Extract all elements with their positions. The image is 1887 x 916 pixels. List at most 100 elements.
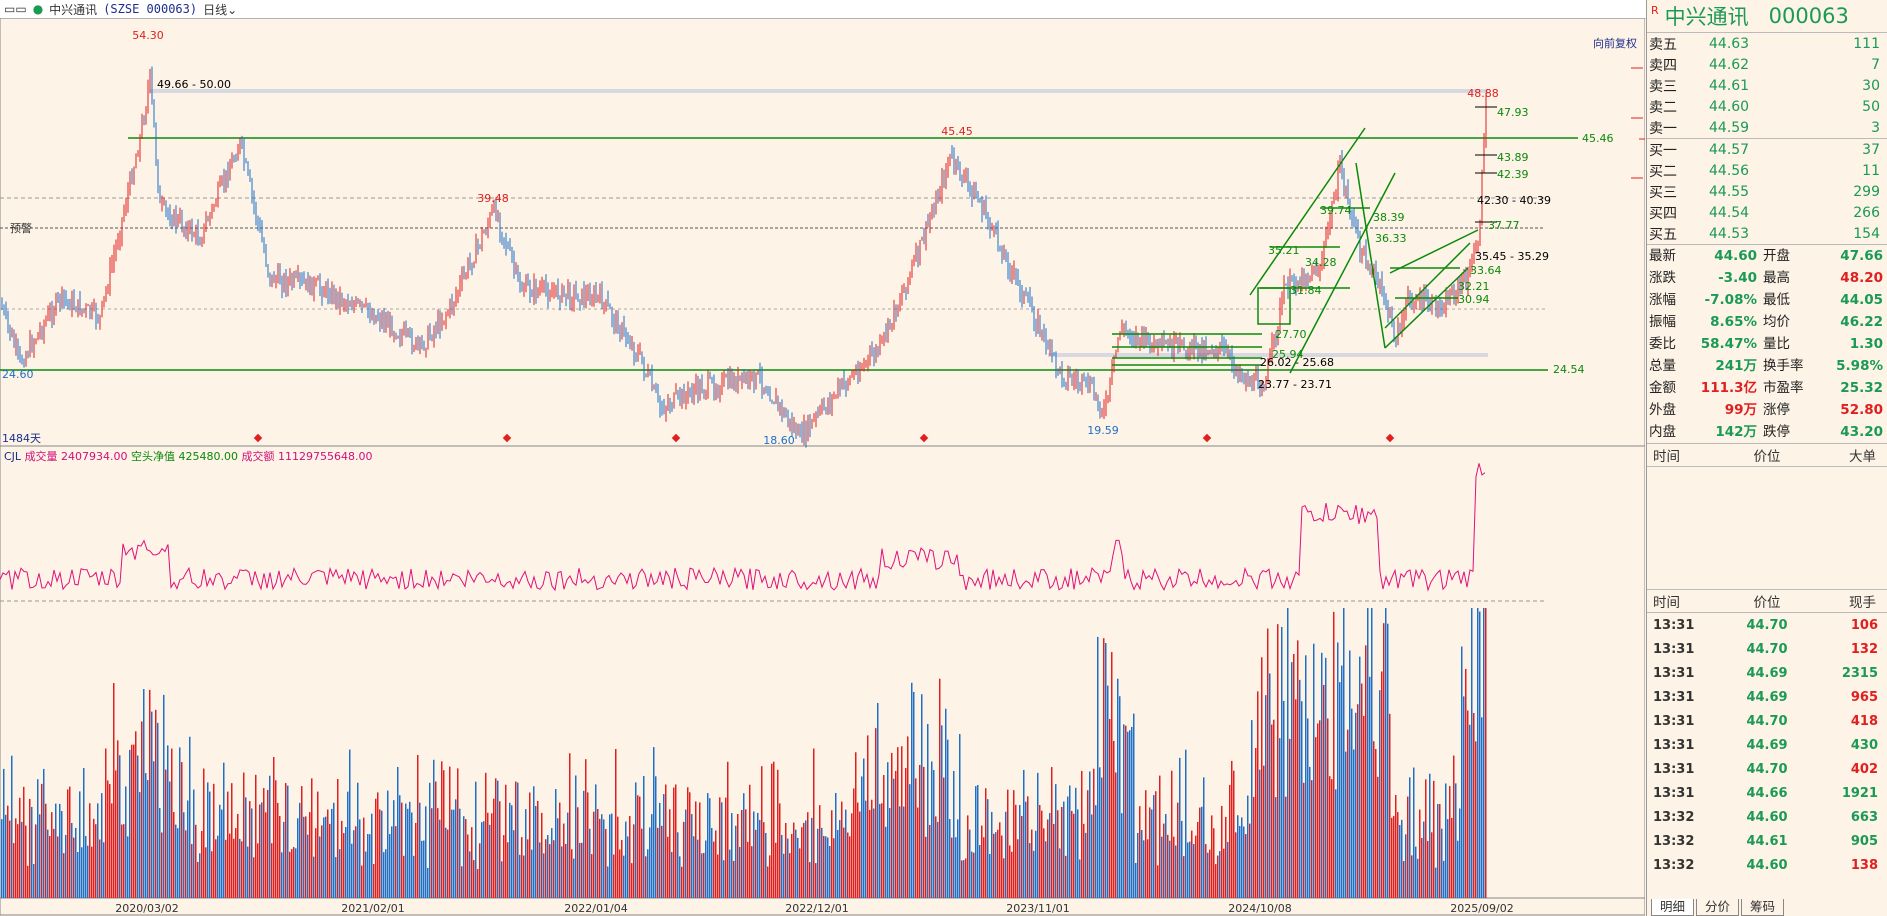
volume-bar — [1179, 757, 1181, 898]
volume-bar — [829, 846, 831, 898]
order-level[interactable]: 卖四 44.62 7 — [1647, 54, 1887, 75]
volume-bar — [81, 847, 83, 898]
volume-bar — [1465, 668, 1467, 898]
restore-button[interactable]: 向前复权 — [1593, 36, 1637, 50]
stat-value: 111.3亿 — [1700, 380, 1757, 396]
price-label: 24.54 — [1553, 363, 1585, 376]
tab-0[interactable]: 明细 — [1651, 899, 1695, 916]
kline-chart[interactable]: 预警 54.30 49.66 - 50.00 45.45 45.46 39.48 24.60… — [0, 18, 1645, 916]
volume-bar — [855, 752, 857, 898]
volume-bar — [797, 837, 799, 898]
volume-bar — [1453, 755, 1455, 898]
volume-bar — [891, 752, 893, 898]
order-level[interactable]: 卖三 44.61 30 — [1647, 75, 1887, 96]
volume-bar — [47, 829, 49, 898]
volume-bar — [215, 839, 217, 898]
period-select[interactable]: 日线⌄ — [203, 2, 238, 17]
volume-bar — [175, 824, 177, 898]
volume-bar — [1301, 701, 1303, 898]
volume-bar — [621, 839, 623, 898]
volume-bar — [343, 833, 345, 898]
detail-tabs[interactable]: 明细 分价 筹码 — [1651, 899, 1785, 916]
price-label: 48.88 — [1467, 87, 1499, 100]
volume-bar — [1289, 738, 1291, 898]
volume-bar — [843, 827, 845, 898]
order-level[interactable]: 卖二 44.60 50 — [1647, 96, 1887, 117]
volume-bar — [447, 829, 449, 898]
chart-border — [0, 18, 1645, 916]
volume-bar — [493, 798, 495, 898]
volume-bar — [541, 812, 543, 898]
volume-bar — [87, 845, 89, 898]
order-level[interactable]: 买二 44.56 11 — [1647, 160, 1887, 181]
volume-bar — [811, 817, 813, 898]
volume-bar — [1345, 751, 1347, 898]
volume-bar — [1187, 842, 1189, 898]
volume-bar — [483, 821, 485, 898]
support-band — [1048, 353, 1488, 357]
volume-bar — [1467, 710, 1469, 898]
volume-bar — [1057, 810, 1059, 898]
volume-bar — [831, 810, 833, 898]
volume-bar — [53, 828, 55, 898]
volume-bar — [151, 711, 153, 898]
order-level[interactable]: 买一 44.57 37 — [1647, 139, 1887, 160]
price-label: 39.48 — [477, 192, 509, 205]
volume-bar — [737, 814, 739, 898]
date-label: 2021/02/01 — [341, 902, 404, 915]
volume-bar — [1353, 749, 1355, 898]
order-level[interactable]: 买三 44.55 299 — [1647, 181, 1887, 202]
volume-bar — [625, 821, 627, 898]
stat-value: 52.80 — [1840, 402, 1883, 418]
order-level[interactable]: 买四 44.54 266 — [1647, 202, 1887, 223]
volume-bar — [241, 841, 243, 898]
volume-bar — [907, 736, 909, 898]
ask-levels: 卖五 44.63 111 卖四 44.62 7 卖三 44.61 30 卖二 44.60 50 卖一 44… — [1647, 33, 1887, 139]
quote-stock-name: 中兴通讯 — [1664, 5, 1749, 29]
volume-bar — [99, 839, 101, 898]
volume-bar — [705, 840, 707, 898]
level-volume: 111 — [1853, 35, 1880, 52]
volume-bar — [623, 855, 625, 898]
volume-bar — [477, 869, 479, 898]
trend-line — [1249, 127, 1366, 296]
volume-bar — [1379, 690, 1381, 898]
volume-bar — [1053, 823, 1055, 898]
tab-1[interactable]: 分价 — [1696, 899, 1740, 916]
volume-bar — [871, 799, 873, 898]
volume-bar — [1457, 840, 1459, 898]
level-price: 44.57 — [1709, 141, 1750, 158]
volume-bar — [1121, 813, 1123, 898]
stat-label: 外盘 — [1649, 402, 1676, 418]
volume-bar — [917, 807, 919, 898]
volume-bar — [449, 766, 451, 898]
order-level[interactable]: 买五 44.53 154 — [1647, 223, 1887, 244]
layout-icon[interactable]: ▭▭ — [4, 2, 27, 16]
volume-bar — [345, 827, 347, 898]
volume-bar — [455, 799, 457, 898]
volume-bar — [197, 861, 199, 898]
volume-bar — [1331, 779, 1333, 898]
volume-bar — [283, 821, 285, 898]
volume-bar — [15, 818, 17, 898]
volume-bar — [473, 860, 475, 898]
volume-bar — [1153, 795, 1155, 898]
volume-bar — [619, 849, 621, 898]
volume-bar — [617, 816, 619, 898]
volume-bar — [19, 797, 21, 898]
volume-bar — [783, 853, 785, 898]
order-level[interactable]: 卖五 44.63 111 — [1647, 33, 1887, 54]
tab-2[interactable]: 筹码 — [1741, 899, 1785, 916]
stat-label: 市盈率 — [1763, 380, 1804, 396]
volume-bar — [679, 856, 681, 898]
volume-bar — [21, 821, 23, 898]
kline-svg[interactable]: 预警 54.30 49.66 - 50.00 45.45 45.46 39.48 24.60… — [0, 18, 1645, 916]
volume-bar — [139, 792, 141, 898]
volume-bar — [219, 804, 221, 898]
volume-bar — [101, 793, 103, 898]
volume-bar — [1123, 724, 1125, 898]
tick-list[interactable]: 13:31 44.70 106 13:31 44.70 132 13:31 44.69 2315… — [1647, 613, 1887, 877]
volume-bar — [489, 824, 491, 898]
volume-bar — [1099, 767, 1101, 898]
order-level[interactable]: 卖一 44.59 3 — [1647, 117, 1887, 138]
